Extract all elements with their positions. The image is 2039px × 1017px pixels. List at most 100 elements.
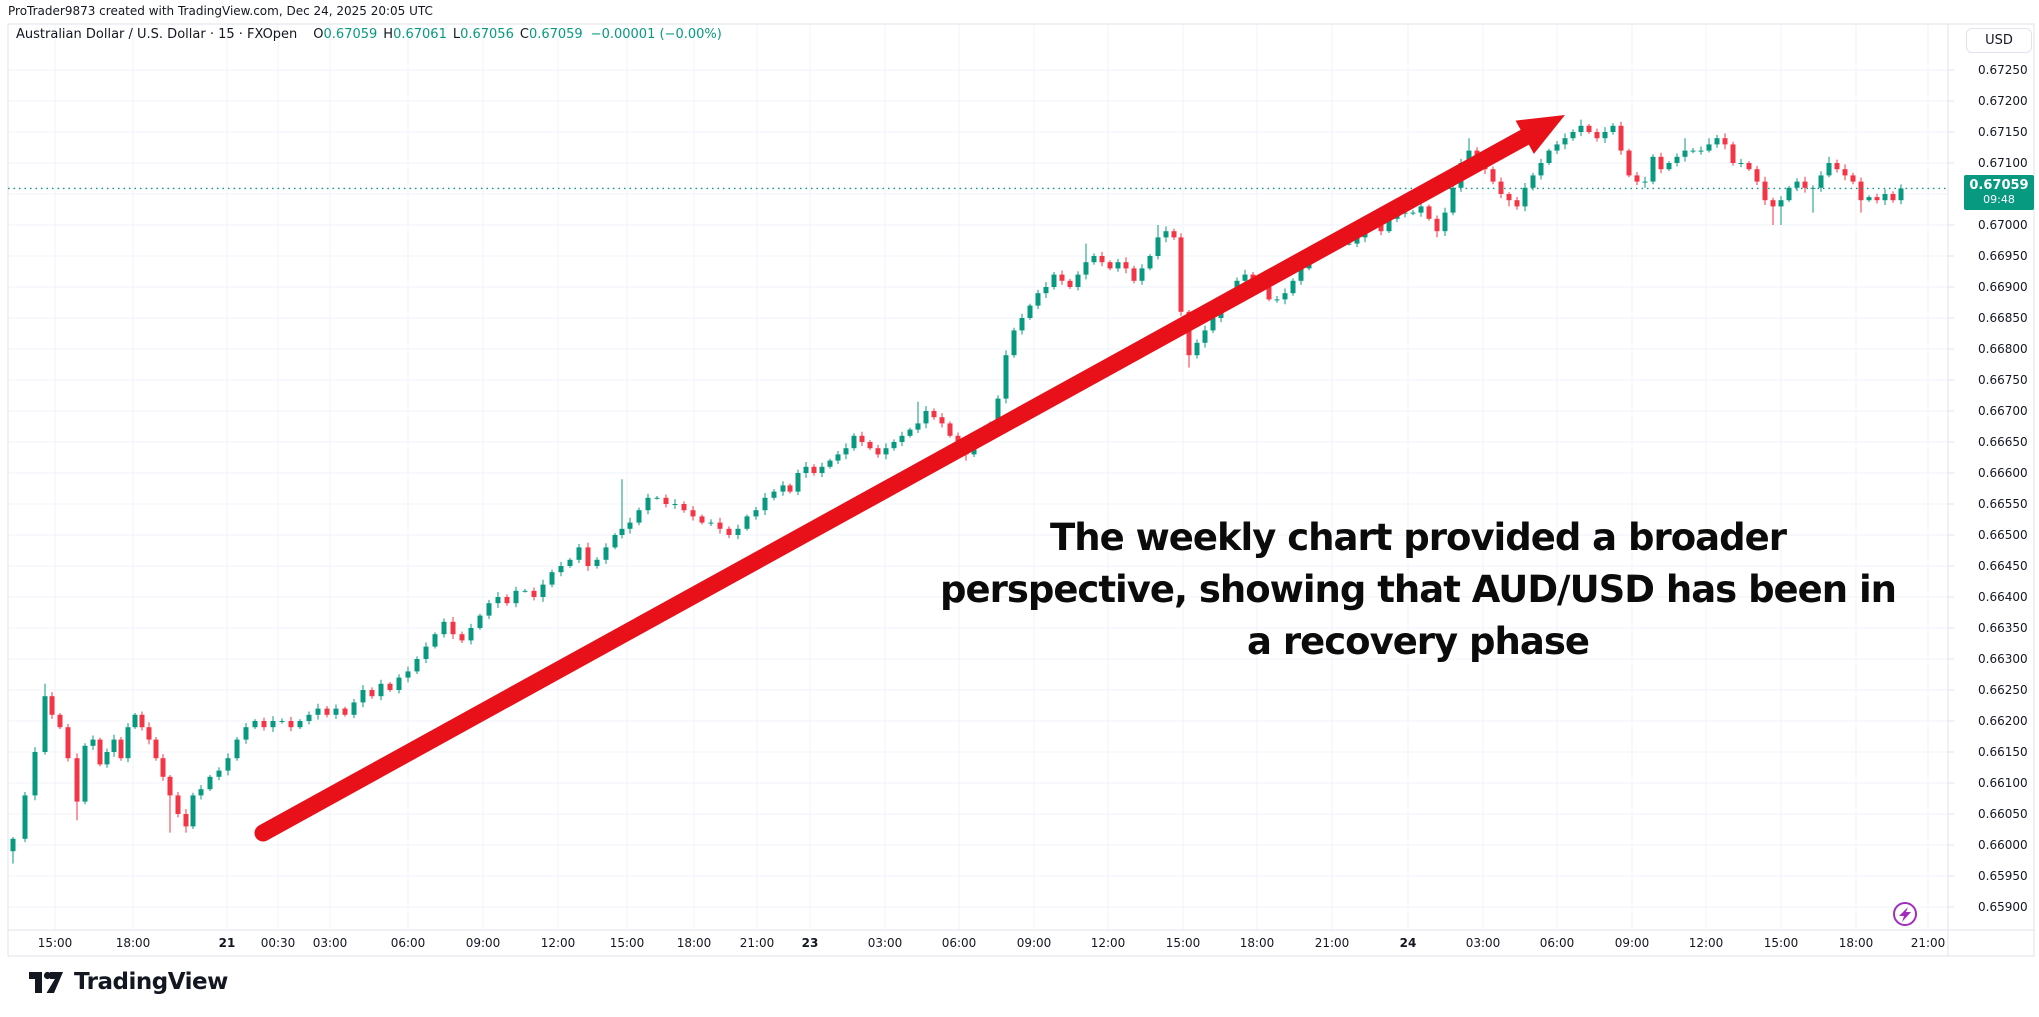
candle (1426, 204, 1432, 221)
candle (1658, 152, 1664, 174)
candle (522, 588, 528, 593)
time-axis-label: 15:00 (1763, 936, 1799, 950)
candle (654, 495, 660, 500)
price-axis-label: 0.66000 (1978, 838, 2028, 852)
candle (1706, 138, 1712, 153)
candle (1274, 296, 1280, 303)
candle (153, 736, 159, 761)
price-axis-label: 0.66150 (1978, 745, 2028, 759)
candle (1442, 207, 1448, 237)
annotation-line-2: perspective, showing that AUD/USD has be… (940, 568, 1897, 611)
annotation-line-3: a recovery phase (1247, 620, 1590, 663)
tradingview-logo-icon (29, 971, 63, 993)
candle (1434, 215, 1440, 238)
time-axis-label: 15:00 (1165, 936, 1201, 950)
time-axis-label: 21:00 (739, 936, 775, 950)
candle (803, 461, 809, 478)
candle (1562, 133, 1568, 150)
candle (1642, 176, 1648, 188)
annotation-text[interactable]: The weekly chart provided a broader pers… (908, 512, 1928, 668)
candle (477, 613, 483, 630)
candle (915, 401, 921, 433)
candle (459, 631, 465, 644)
price-axis-label: 0.66350 (1978, 621, 2028, 635)
candle (1514, 196, 1520, 210)
trend-arrow-drawing[interactable] (254, 115, 1565, 842)
candle (1778, 196, 1784, 225)
time-axis-label: 06:00 (941, 936, 977, 950)
time-axis-label: 15:00 (609, 936, 645, 950)
candle (1043, 282, 1049, 299)
candle (1131, 265, 1137, 284)
candle (1522, 182, 1528, 212)
candle (1610, 123, 1616, 135)
candle (234, 736, 240, 761)
candle (603, 543, 609, 564)
time-axis-label: 09:00 (465, 936, 501, 950)
currency-unit-button[interactable]: USD (1966, 28, 2032, 53)
candle (735, 524, 741, 540)
candle (1714, 134, 1720, 148)
candle (405, 666, 411, 683)
candle (585, 542, 591, 571)
candle (1602, 127, 1608, 144)
candle (261, 717, 267, 731)
symbol-header[interactable]: Australian Dollar / U.S. Dollar · 15 · F… (16, 27, 722, 42)
lightning-icon[interactable] (1893, 902, 1917, 926)
candle (387, 681, 393, 692)
time-axis-label: 06:00 (1539, 936, 1575, 950)
candle (225, 753, 231, 776)
candle (827, 458, 833, 469)
candle (1027, 303, 1033, 320)
candle (1858, 177, 1864, 213)
candle (1538, 158, 1544, 180)
price-axis-label: 0.66750 (1978, 373, 2028, 387)
last-price-value: 0.67059 (1969, 177, 2029, 193)
candle (1890, 191, 1896, 203)
candle (576, 544, 582, 564)
candle (787, 483, 793, 494)
candle (753, 506, 759, 520)
candle (819, 462, 825, 478)
price-axis-label: 0.67150 (1978, 125, 2028, 139)
price-axis-label: 0.66200 (1978, 714, 2028, 728)
candle (612, 533, 618, 550)
ohlc-close: C0.67059 (519, 27, 583, 42)
ohlc-high: H0.67061 (383, 27, 447, 42)
candle (1738, 158, 1744, 168)
candle (90, 735, 96, 750)
price-axis-label: 0.67200 (1978, 94, 2028, 108)
candle (1690, 147, 1696, 154)
candle (1762, 176, 1768, 206)
price-axis-label: 0.66950 (1978, 249, 2028, 263)
candle (132, 712, 138, 730)
candle (342, 706, 348, 717)
candle (1570, 129, 1576, 141)
candle (1171, 228, 1177, 241)
symbol-title: Australian Dollar / U.S. Dollar · 15 · F… (16, 27, 298, 42)
candle (891, 439, 897, 451)
candle (65, 723, 71, 762)
price-axis-label: 0.66600 (1978, 466, 2028, 480)
candle (216, 767, 222, 781)
candle (567, 557, 573, 568)
tradingview-logo[interactable]: TradingView (28, 968, 228, 996)
candle (636, 507, 642, 526)
candle (1139, 264, 1145, 285)
candle (1898, 184, 1904, 205)
candle (1794, 178, 1800, 192)
candle (22, 792, 28, 843)
candle (835, 451, 841, 464)
candle (432, 632, 438, 649)
candle (74, 753, 80, 821)
candle (1035, 289, 1041, 309)
candle (207, 774, 213, 792)
candle (947, 421, 953, 438)
price-axis-label: 0.66300 (1978, 652, 2028, 666)
candle (1011, 327, 1017, 358)
candle (1163, 226, 1169, 243)
candle (1530, 172, 1536, 191)
price-axis-label: 0.65900 (1978, 900, 2028, 914)
